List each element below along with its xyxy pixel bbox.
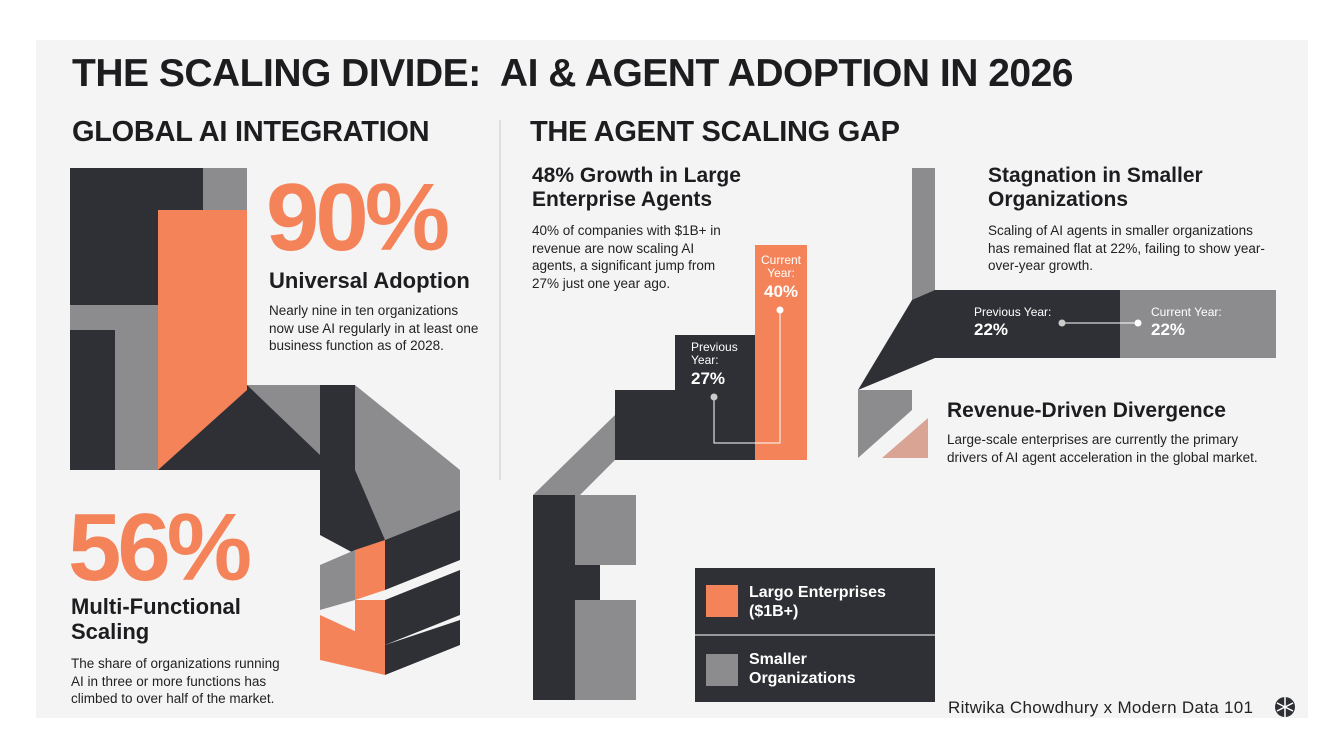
dot xyxy=(710,393,718,401)
bar-value: 27% xyxy=(691,369,726,388)
legend-label: Largo Enterprises ($1B+) xyxy=(749,584,886,621)
bar-label: Current Year: xyxy=(1151,305,1222,319)
bar-value: 40% xyxy=(763,282,799,301)
block xyxy=(882,418,928,458)
block xyxy=(385,510,460,590)
block-title: Stagnation in Smaller Organizations xyxy=(988,164,1203,212)
block xyxy=(355,385,460,540)
legend-swatch xyxy=(706,585,738,617)
block xyxy=(320,550,355,610)
bar-label: Previous Year: xyxy=(974,305,1052,319)
block xyxy=(203,168,247,210)
block xyxy=(115,330,140,470)
bar-value: 22% xyxy=(1151,320,1186,339)
bar-label: Current Year: xyxy=(760,253,801,281)
stat-value: 56% xyxy=(68,494,252,601)
block xyxy=(320,385,355,470)
bar-previous xyxy=(675,335,755,395)
block xyxy=(320,470,385,570)
block xyxy=(533,495,575,700)
background-panel xyxy=(36,40,1308,718)
block xyxy=(858,390,912,458)
bar-current xyxy=(1120,290,1276,358)
bar-label: Previous Year: xyxy=(691,340,738,368)
stat-description: The share of organizations running AI in… xyxy=(71,656,280,707)
block xyxy=(858,290,935,390)
block-title: 48% Growth in Large Enterprise Agents xyxy=(532,164,741,212)
legend-label: Smaller Organizations xyxy=(749,651,856,688)
logo xyxy=(1276,697,1294,717)
block xyxy=(575,495,636,700)
section-heading: THE AGENT SCALING GAP xyxy=(530,116,900,148)
legend-swatch xyxy=(706,654,738,686)
dot xyxy=(776,306,784,314)
stat-label: Universal Adoption xyxy=(269,268,470,293)
dot xyxy=(1134,319,1142,327)
block xyxy=(385,620,460,675)
block xyxy=(355,600,385,645)
title: THE SCALING DIVIDE: AI & AGENT ADOPTION … xyxy=(72,52,1073,95)
stat-label: Multi-Functional Scaling xyxy=(71,594,241,645)
bar-value: 22% xyxy=(974,320,1009,339)
block-description: 40% of companies with $1B+ in revenue ar… xyxy=(532,223,721,291)
connector xyxy=(713,310,781,444)
block xyxy=(320,615,385,675)
block-description: Large-scale enterprises are currently th… xyxy=(947,432,1258,465)
stat-value: 90% xyxy=(266,164,450,271)
block xyxy=(355,540,385,600)
block-description: Scaling of AI agents in smaller organiza… xyxy=(988,223,1265,274)
block xyxy=(158,210,247,470)
credit: Ritwika Chowdhury x Modern Data 101 xyxy=(948,698,1254,717)
block xyxy=(575,565,600,600)
block-title: Revenue-Driven Divergence xyxy=(947,399,1226,422)
bar-current xyxy=(755,245,807,460)
section-heading: GLOBAL AI INTEGRATION xyxy=(72,116,430,148)
block xyxy=(385,570,460,645)
stat-description: Nearly nine in ten organizations now use… xyxy=(269,303,479,354)
bar-previous xyxy=(615,390,755,460)
dot xyxy=(1058,319,1066,327)
block xyxy=(247,385,320,455)
block xyxy=(70,305,158,470)
